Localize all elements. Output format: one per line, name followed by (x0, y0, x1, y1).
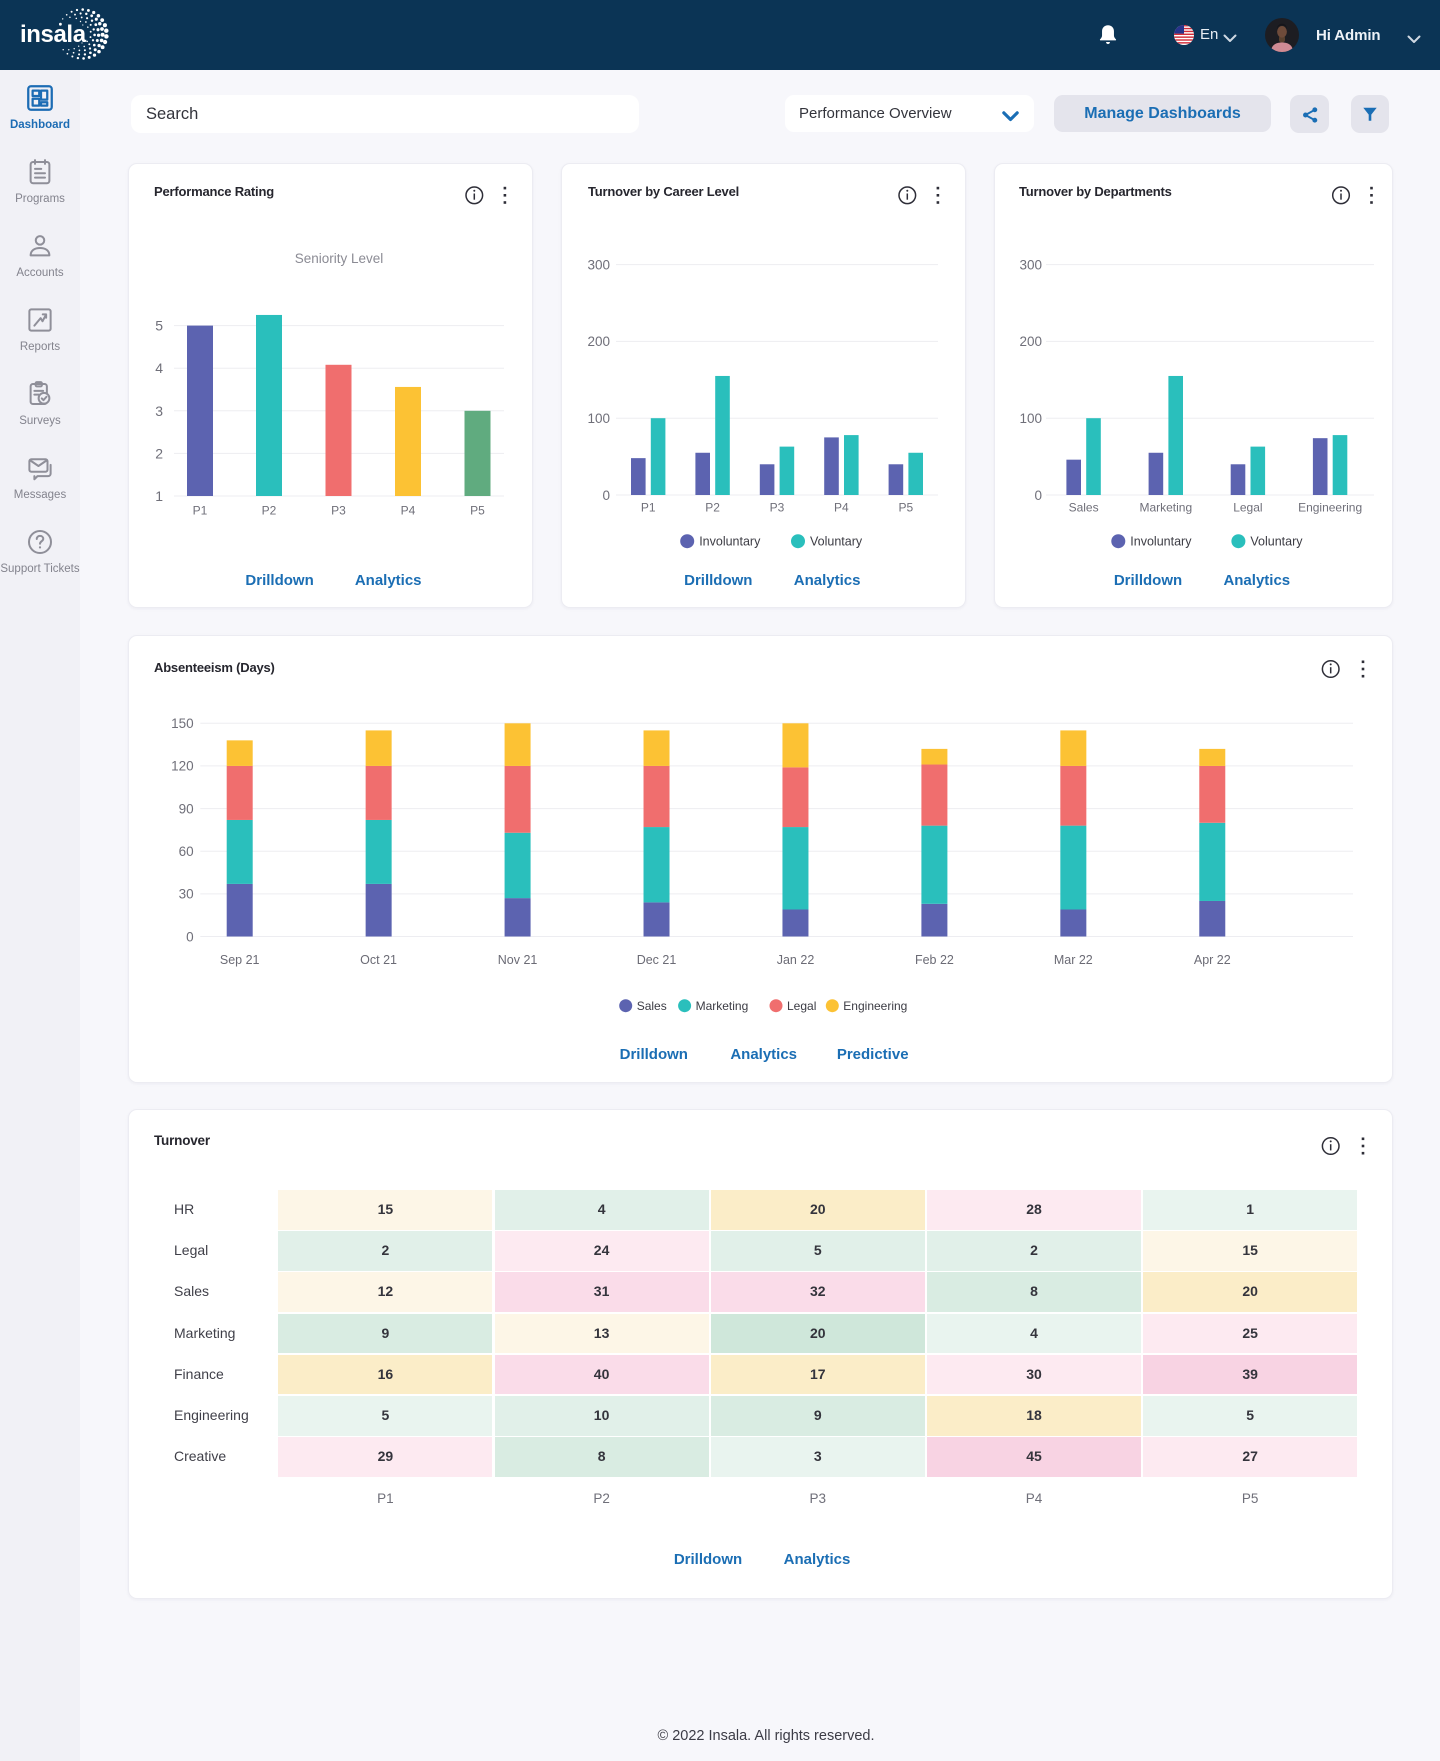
svg-text:100: 100 (587, 411, 610, 426)
svg-text:300: 300 (587, 257, 610, 272)
svg-text:120: 120 (171, 759, 194, 774)
svg-text:P5: P5 (470, 504, 485, 518)
svg-text:Marketing: Marketing (1139, 501, 1192, 515)
svg-text:P5: P5 (898, 501, 913, 515)
svg-text:1: 1 (155, 488, 163, 504)
svg-text:P2: P2 (262, 504, 277, 518)
svg-text:0: 0 (1034, 488, 1042, 503)
svg-text:Sep 21: Sep 21 (220, 953, 260, 967)
svg-text:Involuntary: Involuntary (1130, 535, 1192, 549)
svg-text:0: 0 (186, 929, 194, 944)
svg-text:Voluntary: Voluntary (1250, 535, 1303, 549)
svg-text:90: 90 (179, 801, 194, 816)
svg-text:P3: P3 (770, 501, 785, 515)
svg-text:Legal: Legal (1233, 501, 1262, 515)
svg-text:Engineering: Engineering (843, 999, 907, 1013)
svg-text:Sales: Sales (1069, 501, 1099, 515)
svg-text:Voluntary: Voluntary (810, 535, 863, 549)
svg-text:Sales: Sales (637, 999, 667, 1013)
svg-text:200: 200 (587, 334, 610, 349)
svg-text:P4: P4 (401, 504, 416, 518)
svg-text:Dec 21: Dec 21 (637, 953, 677, 967)
svg-text:Mar 22: Mar 22 (1054, 953, 1093, 967)
svg-text:4: 4 (155, 360, 163, 376)
svg-text:30: 30 (179, 887, 194, 902)
svg-text:300: 300 (1019, 257, 1042, 272)
svg-text:P2: P2 (705, 501, 720, 515)
svg-text:Seniority Level: Seniority Level (295, 251, 384, 266)
svg-text:P1: P1 (193, 504, 208, 518)
svg-text:Jan 22: Jan 22 (777, 953, 815, 967)
svg-text:5: 5 (155, 318, 163, 334)
svg-text:Apr 22: Apr 22 (1194, 953, 1231, 967)
svg-text:P3: P3 (331, 504, 346, 518)
svg-text:Feb 22: Feb 22 (915, 953, 954, 967)
svg-text:Oct 21: Oct 21 (360, 953, 397, 967)
svg-text:P1: P1 (641, 501, 656, 515)
svg-text:P4: P4 (834, 501, 849, 515)
svg-text:200: 200 (1019, 334, 1042, 349)
svg-text:Marketing: Marketing (696, 999, 749, 1013)
svg-text:0: 0 (602, 488, 610, 503)
svg-text:100: 100 (1019, 411, 1042, 426)
svg-text:3: 3 (155, 403, 163, 419)
svg-text:150: 150 (171, 716, 194, 731)
svg-text:Involuntary: Involuntary (699, 535, 761, 549)
svg-text:Legal: Legal (787, 999, 816, 1013)
svg-text:Engineering: Engineering (1298, 501, 1362, 515)
svg-text:Nov 21: Nov 21 (498, 953, 538, 967)
svg-text:60: 60 (179, 844, 194, 859)
svg-text:2: 2 (155, 445, 163, 461)
